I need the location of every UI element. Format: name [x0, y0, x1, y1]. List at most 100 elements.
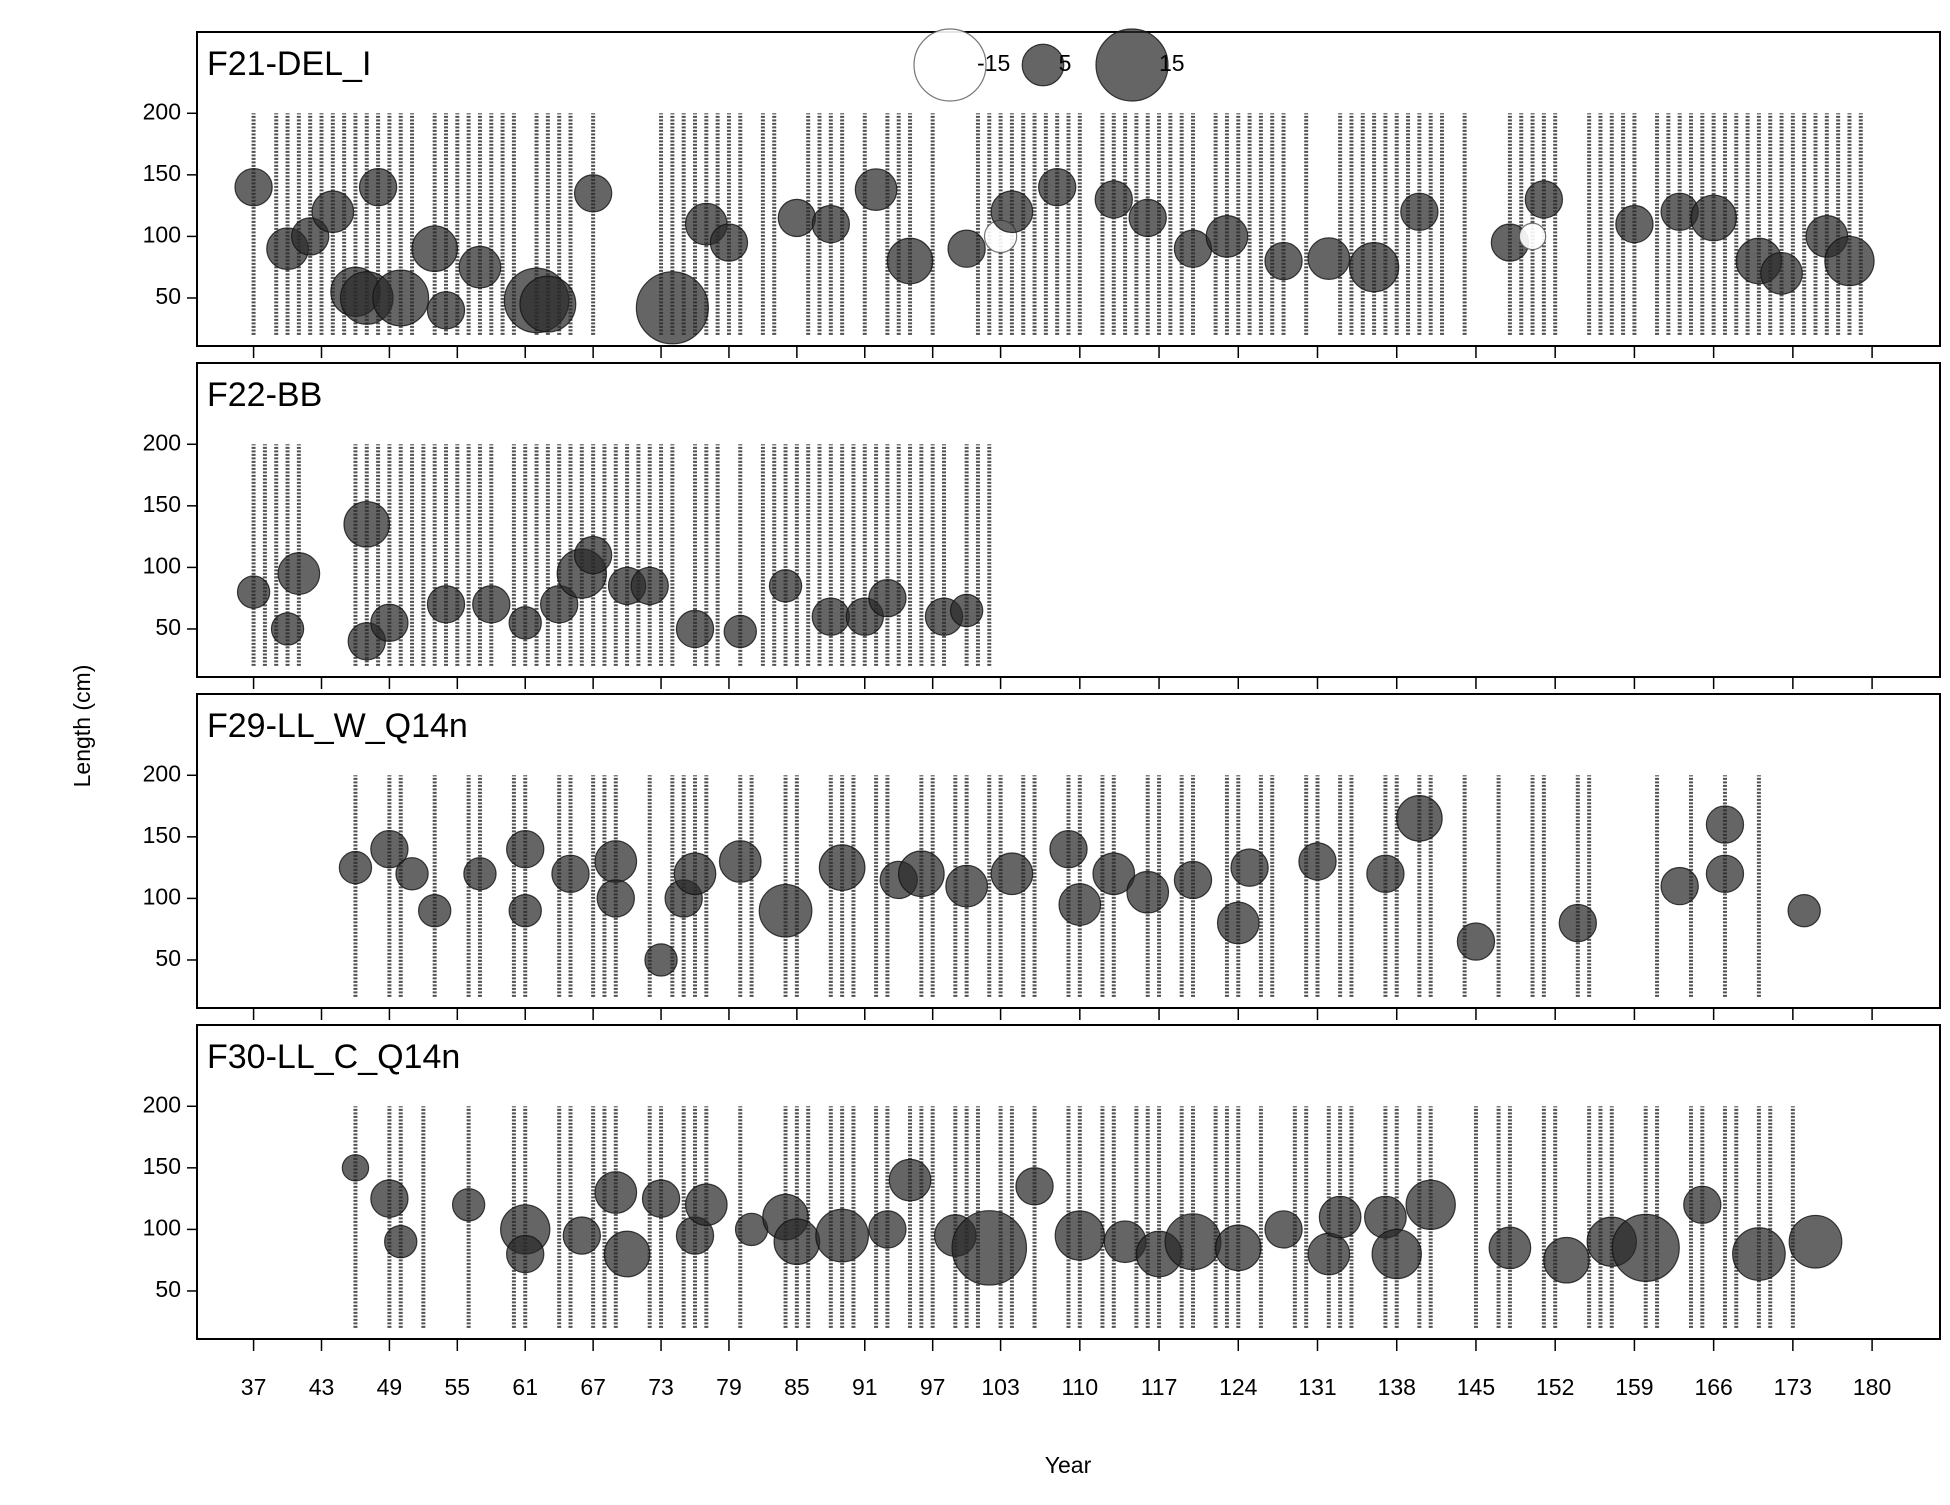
bubble	[1558, 903, 1598, 943]
bubble	[1371, 1228, 1422, 1280]
bubble	[358, 167, 398, 207]
bubble	[1400, 192, 1439, 231]
bubble	[341, 1154, 370, 1182]
bubble	[684, 1183, 728, 1227]
bubble	[451, 1188, 486, 1222]
bubble	[1216, 901, 1260, 945]
bubble	[1787, 894, 1821, 928]
bubble	[1205, 215, 1249, 258]
bubble	[1395, 795, 1443, 842]
bubble	[630, 566, 669, 606]
bubble	[506, 829, 545, 869]
bubble	[949, 593, 984, 628]
bubble	[338, 850, 373, 885]
bubble	[758, 883, 813, 938]
bubble	[1524, 180, 1564, 219]
bubble	[1037, 167, 1077, 207]
y-tick-label: 200	[143, 429, 181, 455]
y-tick-label: 150	[143, 822, 181, 848]
bubble	[1518, 222, 1547, 251]
bubble	[990, 852, 1034, 896]
bubble	[868, 579, 907, 618]
x-tick-label: 124	[1219, 1374, 1258, 1400]
bubble	[1307, 1232, 1351, 1276]
bubble	[370, 829, 409, 869]
bubble	[596, 879, 635, 918]
bubble	[723, 614, 757, 649]
bubble	[1054, 1210, 1106, 1261]
bubble	[384, 1225, 418, 1259]
x-tick-label: 138	[1378, 1374, 1416, 1400]
bubble	[1058, 883, 1102, 926]
bubble	[1660, 866, 1699, 906]
bubble	[417, 894, 452, 928]
bubble	[1049, 829, 1088, 869]
bubble	[1760, 251, 1803, 295]
bubble	[1298, 842, 1337, 881]
bubble	[472, 585, 511, 624]
bubble	[1094, 180, 1133, 219]
x-tick-label: 37	[241, 1374, 267, 1400]
x-tick-label: 131	[1298, 1374, 1336, 1400]
bubble	[1615, 204, 1654, 244]
bubble	[1173, 860, 1213, 900]
x-tick-label: 117	[1141, 1374, 1178, 1400]
y-tick-label: 150	[143, 1153, 181, 1179]
bubble	[1488, 1226, 1532, 1270]
bubble	[1318, 1195, 1362, 1239]
x-tick-label: 166	[1694, 1374, 1732, 1400]
bubble	[603, 1230, 651, 1278]
y-tick-label: 50	[155, 945, 181, 971]
bubble	[1788, 1214, 1843, 1269]
bubble	[1366, 854, 1405, 893]
bubble	[1307, 237, 1351, 280]
bubble	[270, 612, 305, 646]
bubble	[1264, 241, 1303, 281]
bubble	[1705, 805, 1745, 844]
bubble	[886, 237, 934, 285]
bubble	[426, 291, 466, 330]
bubble	[854, 168, 898, 212]
bubble	[1128, 198, 1167, 238]
x-tick-label: 97	[920, 1374, 946, 1400]
x-tick-label: 49	[377, 1374, 403, 1400]
x-tick-label: 145	[1457, 1374, 1495, 1400]
bubble	[1015, 1167, 1054, 1206]
bubble	[868, 1210, 907, 1249]
panel-frame	[196, 693, 1941, 1009]
bubble	[1690, 194, 1738, 242]
x-tick-label: 85	[784, 1374, 810, 1400]
y-tick-label: 200	[143, 760, 181, 786]
bubble	[1126, 870, 1170, 914]
bubble	[508, 894, 542, 928]
panel-frame	[196, 1024, 1941, 1340]
bubble	[234, 167, 273, 207]
bubble	[1264, 1210, 1303, 1249]
x-tick-label: 103	[981, 1374, 1019, 1400]
bubble	[411, 225, 459, 273]
panel-frame	[196, 31, 1941, 347]
bubble	[1164, 1213, 1222, 1271]
bubble	[1543, 1236, 1590, 1284]
bubble	[573, 535, 613, 575]
panel-title: F21-DEL_I	[207, 45, 371, 83]
x-tick-label: 61	[512, 1374, 538, 1400]
bubble	[1348, 241, 1400, 293]
x-tick-label: 110	[1061, 1374, 1098, 1400]
bubble	[506, 1234, 545, 1274]
bubble	[1683, 1185, 1722, 1224]
y-tick-label: 50	[155, 614, 181, 640]
legend-bubble	[913, 28, 987, 102]
bubble	[519, 275, 577, 333]
y-tick-label: 200	[143, 98, 181, 124]
bubble	[818, 844, 866, 891]
panel-title: F22-BB	[207, 376, 322, 414]
bubble	[508, 606, 542, 640]
bubble	[236, 575, 271, 609]
bubble	[1230, 848, 1269, 887]
y-tick-label: 150	[143, 160, 181, 186]
bubble	[644, 943, 678, 977]
bubble	[718, 840, 762, 883]
bubble	[594, 1171, 638, 1214]
